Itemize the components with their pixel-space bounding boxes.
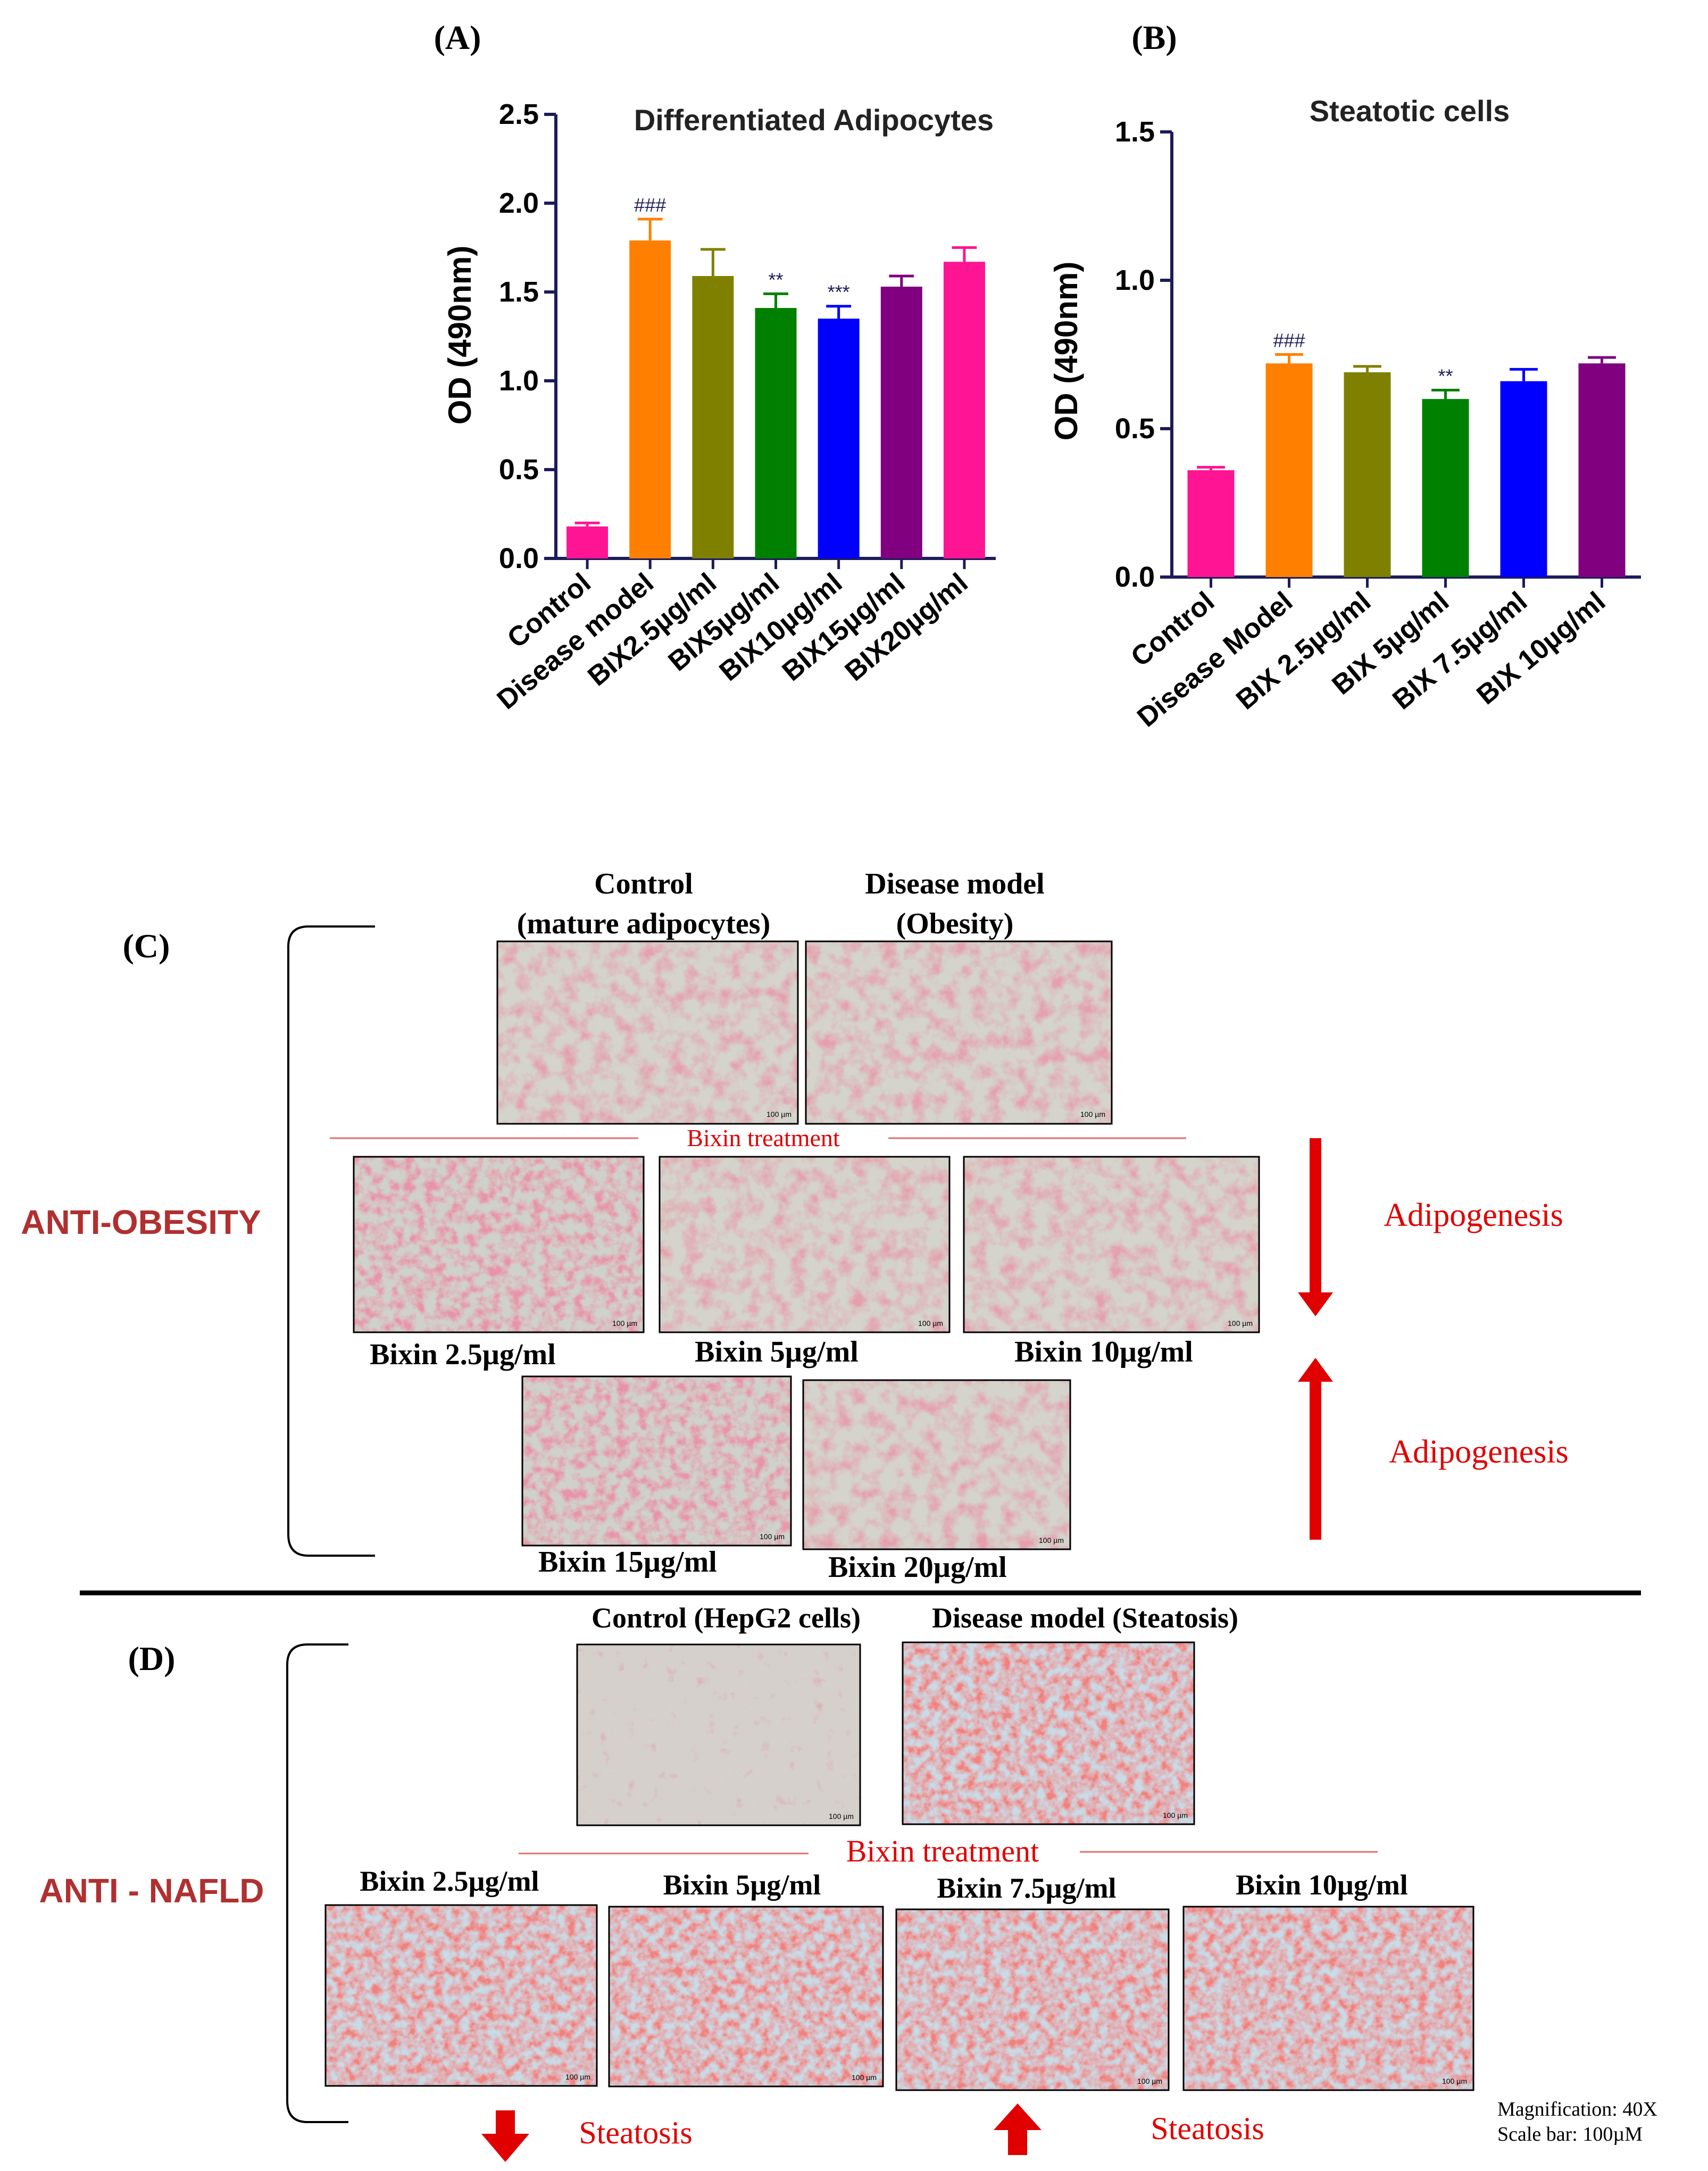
- bar: [566, 526, 609, 558]
- bar: [1344, 372, 1391, 577]
- chart-b-title: Steatotic cells: [1310, 94, 1510, 128]
- y-tick-label: 1.0: [499, 365, 539, 397]
- micrograph-disease-steatosis: 100 µm: [902, 1641, 1195, 1825]
- micrograph-nafld-bixin-5: 100 µm: [608, 1906, 884, 2088]
- significance-label: ###: [634, 194, 666, 216]
- chart-a-title: Differentiated Adipocytes: [634, 103, 994, 137]
- bar: [755, 308, 797, 558]
- caption-nafld-bixin-2.5: Bixin 2.5µg/ml: [360, 1865, 539, 1897]
- scale-label: 100 µm: [829, 1812, 854, 1821]
- micrograph-disease-obesity: 100 µm: [805, 940, 1113, 1125]
- caption-control-adipocytes: Control: [594, 867, 693, 900]
- y-tick-label: 0.5: [499, 454, 539, 486]
- caption-bixin-5: Bixin 5µg/ml: [695, 1335, 859, 1368]
- micrograph-nafld-bixin-2.5: 100 µm: [324, 1904, 598, 2087]
- y-tick-label: 0.0: [499, 542, 539, 574]
- chart-b-ylabel: OD (490nm): [1048, 262, 1084, 441]
- bar: [1187, 470, 1235, 577]
- micrograph-bixin-20: 100 µm: [802, 1379, 1071, 1550]
- micrograph-control-hepg2: 100 µm: [576, 1643, 861, 1826]
- steatosis-up-label: Steatosis: [1151, 2111, 1264, 2146]
- panel-label-d: (D): [128, 1640, 176, 1677]
- bar: [1578, 363, 1626, 577]
- caption-bixin-15: Bixin 15µg/ml: [538, 1546, 717, 1579]
- bar: [880, 286, 922, 558]
- section-c-bracket: [287, 925, 375, 1557]
- y-tick-label: 0.5: [1115, 413, 1155, 445]
- chart-a: Differentiated Adipocytes OD (490nm) 0.0…: [442, 98, 996, 715]
- y-tick-label: 0.0: [1115, 561, 1155, 593]
- arrow-up-icon: [1298, 1358, 1333, 1540]
- adipogenesis-up-label: Adipogenesis: [1389, 1434, 1569, 1470]
- caption-control-hepg2: Control (HepG2 cells): [591, 1602, 861, 1634]
- section-d-bracket: [286, 1643, 348, 2123]
- caption-bixin-2.5: Bixin 2.5µg/ml: [370, 1338, 556, 1371]
- anti-obesity-label: ANTI-OBESITY: [21, 1203, 261, 1241]
- caption-nafld-bixin-5: Bixin 5µg/ml: [663, 1869, 821, 1901]
- scale-label: 100 µm: [1442, 2077, 1467, 2085]
- caption-nafld-bixin-7.5: Bixin 7.5µg/ml: [937, 1872, 1116, 1904]
- panel-label-c: (C): [123, 927, 170, 965]
- scale-label: 100 µm: [1137, 2077, 1162, 2085]
- significance-label: ###: [1273, 330, 1305, 352]
- micrograph-control-adipocytes: 100 µm: [496, 940, 799, 1125]
- bar: [818, 319, 860, 558]
- significance-label: **: [768, 269, 783, 290]
- caption-bixin-20: Bixin 20µg/ml: [828, 1551, 1007, 1584]
- bar: [943, 262, 985, 559]
- y-tick-label: 2.5: [499, 98, 539, 130]
- scale-label: 100 µm: [1163, 1811, 1188, 1819]
- y-tick-label: 1.5: [499, 276, 539, 308]
- scalebar-note: Scale bar: 100µM: [1497, 2123, 1643, 2145]
- bixin-treatment-label-c: Bixin treatment: [687, 1124, 840, 1151]
- y-tick-label: 2.0: [499, 187, 539, 219]
- bar: [1265, 363, 1313, 577]
- caption-bixin-10: Bixin 10µg/ml: [1014, 1335, 1193, 1368]
- y-tick-label: 1.5: [1115, 116, 1155, 148]
- scale-label: 100 µm: [1228, 1319, 1253, 1327]
- arrow-down-icon: [1298, 1138, 1333, 1316]
- scale-label: 100 µm: [565, 2073, 590, 2081]
- caption-disease-model: Disease model: [865, 867, 1045, 900]
- bar: [1422, 399, 1469, 577]
- caption-obesity: (Obesity): [896, 907, 1014, 940]
- micrograph-bixin-2.5: 100 µm: [353, 1156, 645, 1333]
- x-tick-label: BIX 2.5µg/ml: [1230, 586, 1377, 716]
- adipogenesis-down-label: Adipogenesis: [1384, 1197, 1563, 1233]
- scale-label: 100 µm: [852, 2073, 877, 2082]
- micrograph-bixin-15: 100 µm: [521, 1375, 792, 1547]
- y-tick-label: 1.0: [1115, 264, 1155, 296]
- micrograph-nafld-bixin-7.5: 100 µm: [895, 1908, 1170, 2091]
- bar: [1500, 381, 1547, 577]
- steatosis-down-label: Steatosis: [579, 2115, 692, 2150]
- caption-nafld-bixin-10: Bixin 10µg/ml: [1236, 1869, 1408, 1901]
- bar: [692, 275, 734, 558]
- scale-label: 100 µm: [1039, 1536, 1064, 1544]
- micrograph-bixin-10: 100 µm: [963, 1156, 1260, 1333]
- chart-a-ylabel: OD (490nm): [442, 246, 478, 425]
- scale-label: 100 µm: [766, 1110, 791, 1118]
- bixin-treatment-label-d: Bixin treatment: [846, 1834, 1039, 1868]
- scale-label: 100 µm: [918, 1319, 943, 1327]
- significance-label: ***: [828, 281, 850, 303]
- chart-b: Steatotic cells OD (490nm) 0.00.51.01.5 …: [1048, 94, 1641, 733]
- magnification-note: Magnification: 40X: [1497, 2098, 1657, 2120]
- panel-label-a: (A): [434, 19, 481, 56]
- anti-nafld-label: ANTI - NAFLD: [39, 1872, 264, 1910]
- scale-label: 100 µm: [612, 1319, 637, 1327]
- caption-mature-adipocytes: (mature adipocytes): [517, 907, 770, 940]
- caption-disease-steatosis: Disease model (Steatosis): [932, 1602, 1238, 1634]
- arrow-up-icon: [994, 2103, 1042, 2155]
- x-tick-label: BIX 7.5µg/ml: [1387, 586, 1533, 716]
- panel-label-b: (B): [1131, 19, 1177, 56]
- scale-label: 100 µm: [760, 1532, 785, 1541]
- micrograph-bixin-5: 100 µm: [659, 1156, 951, 1333]
- bar: [629, 240, 671, 558]
- significance-label: **: [1438, 365, 1453, 387]
- arrow-down-icon: [481, 2110, 529, 2162]
- scale-label: 100 µm: [1080, 1110, 1105, 1118]
- micrograph-nafld-bixin-10: 100 µm: [1182, 1906, 1474, 2091]
